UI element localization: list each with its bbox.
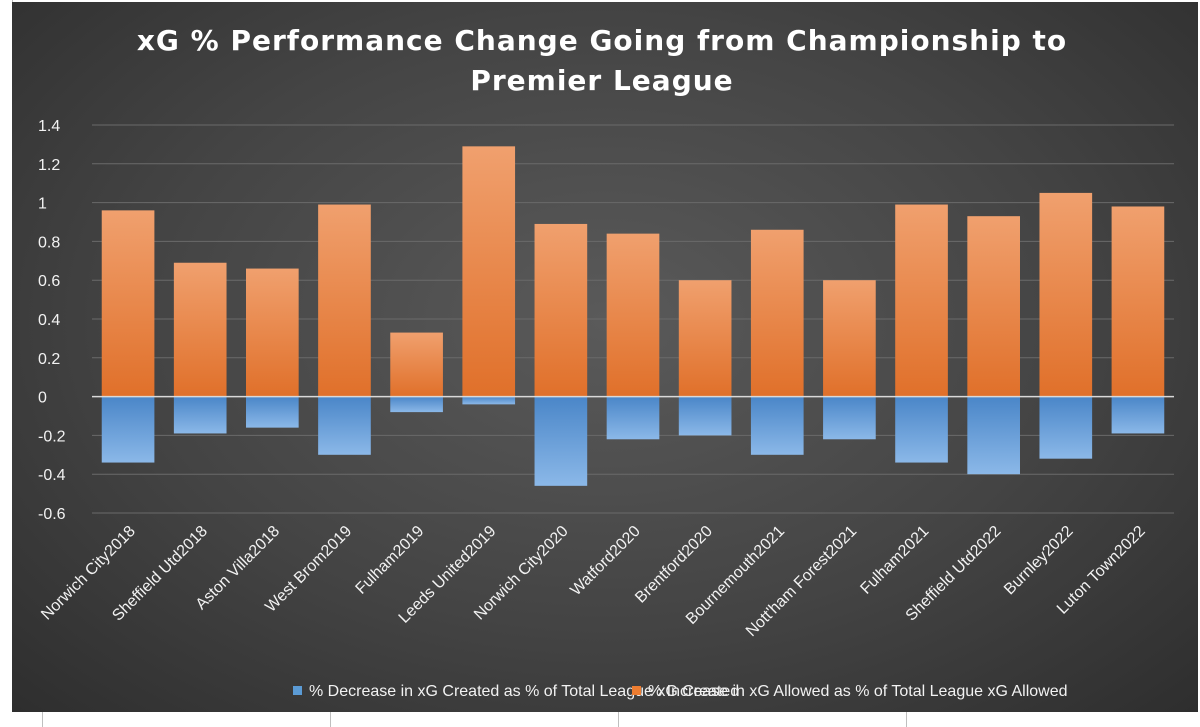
bar-increase (678, 280, 732, 397)
bar-decrease (1111, 396, 1165, 434)
spreadsheet-column-divider (42, 712, 43, 727)
bar-increase (1111, 206, 1165, 397)
bar-decrease (606, 396, 660, 440)
x-tick-label: Fulham2019 (353, 523, 428, 598)
y-tick-label: 1.2 (38, 157, 60, 174)
bar-decrease (534, 396, 588, 486)
legend-swatch-decrease (293, 686, 302, 695)
bar-decrease (318, 396, 371, 455)
bar-increase (823, 280, 876, 397)
bar-increase (462, 146, 516, 397)
bar-decrease (750, 396, 804, 455)
y-tick-label: 0 (38, 390, 47, 407)
bar-increase (534, 223, 588, 397)
bar-decrease (390, 396, 443, 413)
bar-decrease (101, 396, 155, 463)
bar-increase (246, 268, 299, 397)
chart-object[interactable]: xG % Performance Change Going from Champ… (12, 2, 1198, 712)
x-tick-label: Brentford2020 (632, 523, 716, 607)
bar-series (101, 146, 1165, 486)
bar-increase (967, 216, 1020, 397)
bar-decrease (823, 396, 876, 440)
bar-decrease (1039, 396, 1093, 459)
y-tick-label: 0.8 (38, 234, 60, 251)
y-tick-label: 0.4 (38, 312, 60, 329)
bar-decrease (462, 396, 516, 405)
y-tick-label: 1 (38, 196, 47, 213)
bar-increase (101, 210, 155, 397)
y-tick-label: 0.2 (38, 351, 60, 368)
bar-increase (318, 204, 371, 397)
y-tick-label: -0.2 (38, 428, 66, 445)
spreadsheet-rows-below (0, 712, 1200, 727)
y-tick-label: -0.4 (38, 467, 66, 484)
bar-increase (606, 233, 660, 397)
y-tick-label: -0.6 (38, 506, 66, 523)
chart-title-line-2: Premier League (470, 64, 733, 97)
chart-title-line-1: xG % Performance Change Going from Champ… (137, 24, 1067, 57)
legend-label-increase: % Increase in xG Allowed as % of Total L… (648, 683, 1068, 700)
x-tick-label: Burnley2022 (1001, 523, 1077, 599)
spreadsheet-column-divider (906, 712, 907, 727)
y-tick-label: 0.6 (38, 273, 60, 290)
bar-increase (173, 262, 227, 397)
x-tick-label: Watford2020 (567, 523, 643, 599)
spreadsheet-column-divider (330, 712, 331, 727)
bar-increase (750, 229, 804, 397)
legend-label-decrease: % Decrease in xG Created as % of Total L… (309, 683, 739, 700)
y-axis-tick-labels: 1.4 1.2 1 0.8 0.6 0.4 0.2 0 -0.2 -0.4 -0.6 (38, 118, 66, 523)
bar-decrease (246, 396, 299, 428)
bar-decrease (895, 396, 948, 463)
bar-increase (895, 204, 948, 397)
chart-legend: % Decrease in xG Created as % of Total L… (293, 683, 1068, 700)
y-tick-label: 1.4 (38, 118, 60, 135)
x-tick-label: Fulham2021 (857, 523, 932, 598)
bar-decrease (967, 396, 1020, 475)
legend-swatch-increase (632, 686, 641, 695)
chart-svg: xG % Performance Change Going from Champ… (38, 24, 1174, 700)
bar-decrease (678, 396, 732, 436)
bar-increase (1039, 192, 1093, 397)
bar-decrease (173, 396, 227, 434)
chart-title: xG % Performance Change Going from Champ… (137, 24, 1067, 97)
spreadsheet-column-divider (618, 712, 619, 727)
bar-increase (390, 332, 443, 397)
